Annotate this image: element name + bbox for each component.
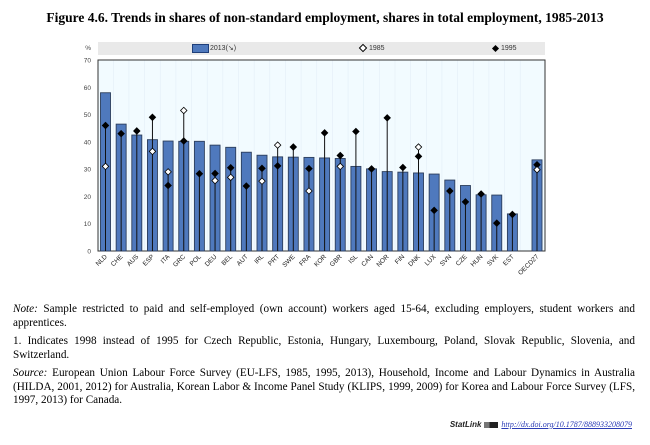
marker-1995-che <box>117 129 125 138</box>
marker-1995-gbr <box>336 151 345 160</box>
marker-1985-fra <box>305 187 313 195</box>
marker-1995-fin <box>399 163 407 172</box>
chart-legend: 2013(↘) 1985 1995 <box>98 42 545 55</box>
x-tick-label-cze: CZE <box>455 253 470 268</box>
chart-canvas: 0 10 20 30 40 50 60 70% NLD CHE AUS ESP ITA GRC POL DEU… <box>84 45 546 277</box>
legend-item-1985: 1985 <box>358 42 385 55</box>
marker-1985-nld <box>101 162 110 171</box>
marker-1995-nor <box>383 114 391 122</box>
source-label: Source: <box>13 367 48 379</box>
y-tick-label: 10 <box>84 221 92 228</box>
y-tick-label: 60 <box>84 85 92 92</box>
marker-1995-kor <box>320 129 329 137</box>
marker-1995-can <box>367 165 376 173</box>
statlink-brand: StatLink <box>449 420 482 429</box>
x-tick-label-swe: SWE <box>281 253 297 269</box>
y-tick-label: 70 <box>84 58 92 65</box>
x-tick-label-hun: HUN <box>470 253 485 268</box>
marker-1995-grc <box>179 137 188 145</box>
statlink: StatLink http://dx.doi.org/10.1787/888933… <box>450 420 632 429</box>
marker-1995-aut <box>242 182 251 190</box>
legend-bar-swatch <box>192 43 209 53</box>
marker-1995-aus <box>133 127 141 135</box>
x-tick-label-nor: NOR <box>375 253 390 268</box>
x-tick-label-aut: AUT <box>236 253 250 267</box>
x-tick-label-nld: NLD <box>95 253 109 267</box>
statlink-icon <box>484 422 499 429</box>
x-tick-label-est: EST <box>502 253 516 267</box>
marker-1985-dnk <box>414 143 423 151</box>
y-tick-label: 30 <box>84 167 92 174</box>
marker-1985-oecd27 <box>533 165 541 174</box>
x-tick-label-ita: ITA <box>160 253 172 265</box>
marker-1995-est <box>508 210 517 219</box>
y-tick-label: 40 <box>84 139 92 146</box>
x-tick-label-svk: SVK <box>486 253 501 268</box>
x-tick-label-dnk: DNK <box>407 253 422 268</box>
marker-1995-lux <box>430 206 438 215</box>
marker-1995-svk <box>492 219 501 227</box>
marker-1995-swe <box>289 143 298 151</box>
marker-1985-bel <box>226 173 235 182</box>
x-tick-label-gbr: GBR <box>329 253 344 268</box>
legend-label-1985: 1985 <box>369 45 385 52</box>
x-tick-label-prt: PRT <box>267 253 281 267</box>
y-tick-label: 0 <box>87 249 91 256</box>
note-paragraph: Note: Sample restricted to paid and self… <box>13 303 635 330</box>
marker-1985-irl <box>258 177 266 185</box>
marker-1995-svn <box>446 187 454 195</box>
marker-1995-prt <box>273 162 282 170</box>
marker-1995-ita <box>164 181 172 190</box>
marker-1985-prt <box>273 141 282 149</box>
marker-1985-esp <box>148 147 157 156</box>
x-tick-label-isl: ISL <box>347 253 359 265</box>
y-axis-label: % <box>85 45 91 52</box>
x-tick-label-lux: LUX <box>424 253 438 267</box>
x-tick-label-can: CAN <box>360 253 375 268</box>
x-tick-label-pol: POL <box>189 253 203 267</box>
x-tick-label-kor: KOR <box>313 253 328 268</box>
x-tick-label-esp: ESP <box>142 253 156 267</box>
marker-1995-bel <box>226 164 235 172</box>
x-tick-label-aus: AUS <box>126 253 141 268</box>
figure-title: Figure 4.6. Trends in shares of non-stan… <box>46 10 604 25</box>
marker-1995-isl <box>352 127 360 136</box>
marker-1995-fra <box>305 164 313 173</box>
footnote-1: 1. Indicates 1998 instead of 1995 for Cz… <box>13 335 635 361</box>
legend-item-1995: 1995 <box>491 42 517 55</box>
x-tick-label-deu: DEU <box>204 253 219 268</box>
marker-1995-irl <box>258 164 266 173</box>
marker-1995-pol <box>195 170 204 178</box>
marker-1995-esp <box>148 113 157 122</box>
y-tick-label: 20 <box>84 194 92 201</box>
x-tick-label-fra: FRA <box>298 253 313 268</box>
x-tick-label-oecd27: OECD27 <box>517 253 541 277</box>
x-tick-label-bel: BEL <box>220 253 234 267</box>
source-text: European Union Labour Force Survey (EU-L… <box>13 367 635 406</box>
x-tick-label-irl: IRL <box>253 253 265 265</box>
marker-1995-dnk <box>414 152 423 161</box>
marker-1995-cze <box>461 198 470 206</box>
note-text: Sample restricted to paid and self-emplo… <box>13 303 635 329</box>
x-tick-label-che: CHE <box>110 253 125 268</box>
x-tick-label-grc: GRC <box>172 253 187 268</box>
marker-1995-nld <box>101 121 110 130</box>
marker-1985-gbr <box>336 162 345 171</box>
marker-1995-deu <box>211 169 219 178</box>
marker-1985-ita <box>164 168 172 176</box>
marker-1995-hun <box>477 190 485 198</box>
statlink-url-link[interactable]: http://dx.doi.org/10.1787/888933208079 <box>501 420 632 429</box>
legend-label-1995: 1995 <box>501 45 517 52</box>
legend-label-2013: 2013(↘) <box>210 45 237 52</box>
note-label: Note: <box>13 303 38 315</box>
marker-1985-deu <box>211 176 219 185</box>
legend-item-2013: 2013(↘) <box>192 42 236 55</box>
y-tick-label: 50 <box>84 112 92 119</box>
source-paragraph: Source: European Union Labour Force Surv… <box>13 367 635 408</box>
x-tick-label-fin: FIN <box>394 253 407 266</box>
x-tick-label-svn: SVN <box>439 253 454 268</box>
marker-1985-grc <box>179 106 188 115</box>
